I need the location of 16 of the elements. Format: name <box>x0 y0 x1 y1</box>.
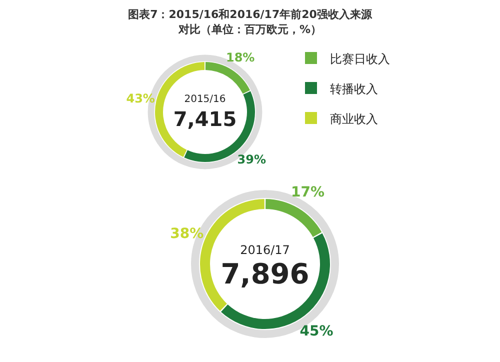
text: 2016/17 <box>240 243 290 257</box>
data-label: 45% <box>300 323 334 340</box>
data-label: 39% <box>237 152 266 167</box>
data-label: 17% <box>291 184 325 201</box>
donut-slice <box>266 199 322 238</box>
data-label: 43% <box>126 92 155 106</box>
legend-label: 商业收入 <box>330 112 378 126</box>
legend-label: 比赛日收入 <box>330 52 390 66</box>
donut-slice <box>205 62 250 94</box>
chart-title: 图表7：2015/16和2016/17年前20强收入来源对比（单位：百万欧元，%） <box>128 8 373 36</box>
text: 7,896 <box>220 258 310 291</box>
text: 2015/16 <box>184 94 226 105</box>
data-label: 18% <box>226 50 255 64</box>
text: 7,415 <box>173 107 237 131</box>
data-label: 38% <box>170 226 204 242</box>
legend-label: 转播收入 <box>330 82 378 96</box>
